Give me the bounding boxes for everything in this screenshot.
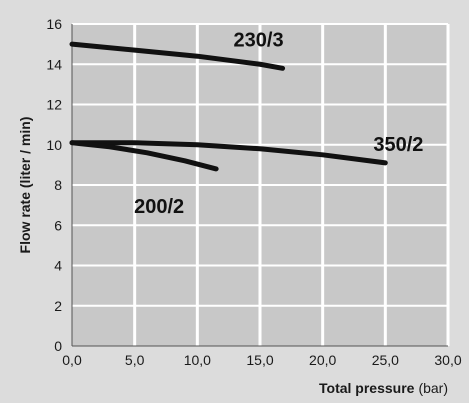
series-label-350-2: 350/2 — [373, 134, 423, 156]
series-line-230-3 — [69, 41, 286, 71]
x-tick-label: 0,0 — [62, 352, 82, 368]
series-label-230-3: 230/3 — [234, 29, 284, 51]
x-tick-label: 15,0 — [246, 352, 273, 368]
x-tick-label: 20,0 — [309, 352, 336, 368]
x-axis-label-text: Total pressure — [319, 380, 415, 396]
y-tick-label: 8 — [54, 177, 62, 193]
y-tick-label: 16 — [46, 16, 62, 32]
y-tick-label: 4 — [54, 258, 62, 274]
series-line-200-2 — [69, 140, 219, 172]
tick-labels: 0,0 5,0 10,0 15,0 20,0 25,0 30,0 0 2 4 6 8 10 12 14 16 — [46, 16, 461, 368]
y-tick-label: 6 — [54, 217, 62, 233]
x-axis-unit: (bar) — [418, 380, 448, 396]
y-tick-label: 12 — [46, 97, 62, 113]
grid-lines — [71, 23, 450, 347]
y-axis-label: Flow rate (liter / min) — [17, 117, 33, 254]
y-tick-label: 14 — [46, 56, 62, 72]
x-tick-label: 30,0 — [434, 352, 461, 368]
x-tick-label: 25,0 — [372, 352, 399, 368]
x-axis-label: Total pressure (bar) — [319, 380, 448, 396]
y-tick-label: 10 — [46, 137, 62, 153]
y-tick-label: 0 — [54, 338, 62, 354]
series-line-350-2 — [69, 140, 388, 166]
series-lines: 230/3 350/2 200/2 — [69, 29, 423, 218]
y-tick-label: 2 — [54, 298, 62, 314]
x-tick-label: 10,0 — [184, 352, 211, 368]
x-tick-label: 5,0 — [125, 352, 145, 368]
series-label-200-2: 200/2 — [134, 196, 184, 218]
